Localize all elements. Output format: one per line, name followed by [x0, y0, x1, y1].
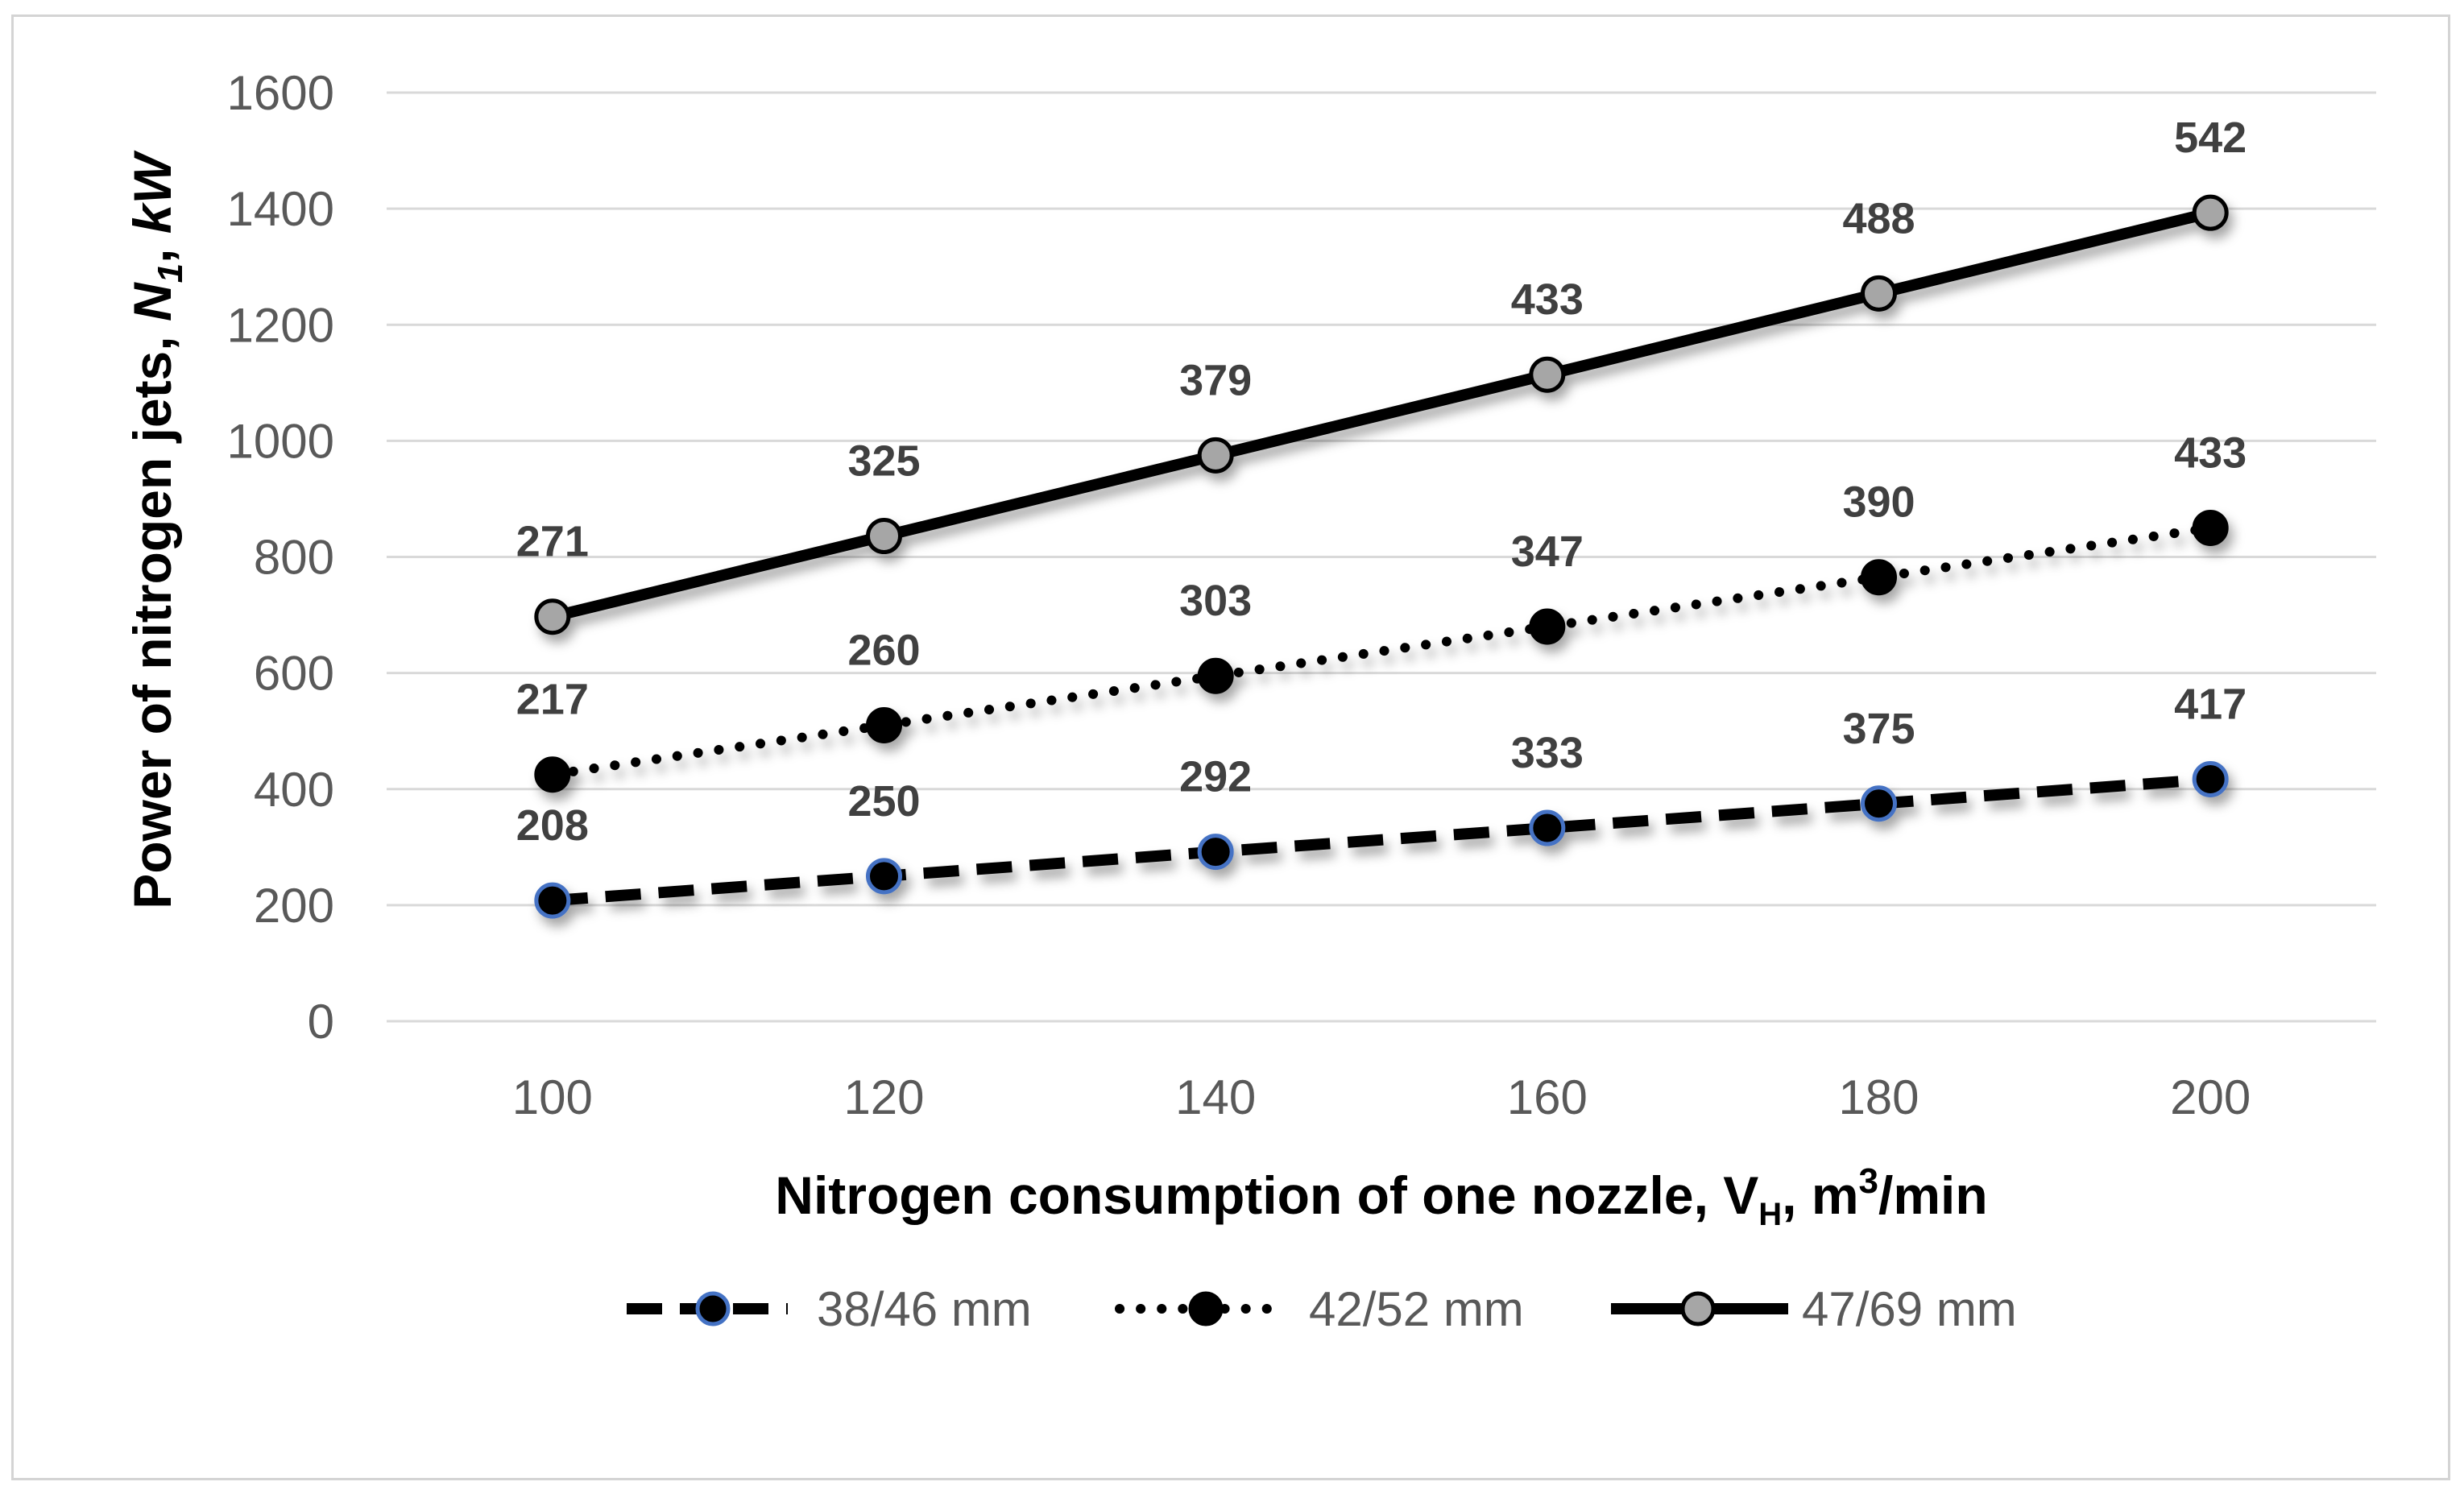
- y-tick-label: 1600: [227, 66, 334, 120]
- data-label: 333: [1511, 729, 1584, 777]
- y-tick-label: 600: [254, 647, 334, 701]
- data-label: 292: [1179, 753, 1252, 801]
- data-label: 417: [2174, 680, 2247, 728]
- data-label: 260: [847, 626, 920, 674]
- series-layer: [534, 194, 2229, 919]
- data-point: [866, 858, 902, 895]
- data-label: 542: [2174, 114, 2247, 162]
- x-axis-title: Nitrogen consumption of one nozzle, VH, …: [775, 1161, 1987, 1232]
- data-label: 379: [1179, 356, 1252, 404]
- data-point: [534, 598, 571, 635]
- data-point: [534, 756, 571, 793]
- y-tick-label: 400: [254, 763, 334, 817]
- data-point: [866, 706, 902, 743]
- data-label: 347: [1511, 528, 1584, 576]
- legend: 38/46 mm 42/52 mm 47/69 mm: [627, 1282, 2017, 1336]
- y-tick-label: 1200: [227, 298, 334, 352]
- series-line-1: [552, 773, 2211, 907]
- data-point: [1197, 437, 1234, 474]
- x-tick-label: 200: [2170, 1070, 2251, 1124]
- x-tick-label: 180: [1838, 1070, 1919, 1124]
- legend-marker-3: [1680, 1291, 1716, 1326]
- y-tick-label: 0: [308, 995, 334, 1049]
- data-point: [1529, 356, 1566, 393]
- data-point: [1861, 785, 1897, 822]
- legend-label-3: 47/69 mm: [1802, 1282, 2017, 1336]
- y-tick-label: 200: [254, 879, 334, 933]
- data-label: 433: [1511, 275, 1584, 324]
- y-tick-labels: 0 200 400 600 800 1000 1200 1400 1600: [227, 66, 334, 1049]
- x-tick-label: 160: [1507, 1070, 1588, 1124]
- data-label: 325: [847, 437, 920, 486]
- series-1: [534, 760, 2229, 919]
- gridlines: [387, 91, 2376, 1023]
- data-label: 488: [1842, 194, 1915, 242]
- series-line-2: [547, 523, 2216, 780]
- x-tick-label: 100: [512, 1070, 593, 1124]
- data-label: 433: [2174, 428, 2247, 477]
- data-point: [1529, 809, 1566, 846]
- series-line-3: [551, 207, 2212, 623]
- series-2: [534, 509, 2229, 793]
- data-label: 208: [516, 801, 589, 850]
- data-point: [1197, 657, 1234, 694]
- y-axis-title: Power of nitrogen jets, N1, kW: [122, 150, 190, 908]
- y-tick-label: 1400: [227, 182, 334, 236]
- x-tick-labels: 100 120 140 160 180 200: [512, 1070, 2251, 1124]
- x-tick-label: 120: [843, 1070, 924, 1124]
- data-label: 271: [516, 518, 589, 566]
- data-label: 250: [847, 777, 920, 826]
- data-point: [1861, 275, 1897, 312]
- y-tick-label: 1000: [227, 414, 334, 468]
- data-label: 390: [1842, 478, 1915, 527]
- data-point: [2192, 760, 2229, 797]
- data-point: [1197, 834, 1234, 871]
- legend-label-2: 42/52 mm: [1309, 1282, 1524, 1336]
- data-labels: 208 250 292 333 375 417 217 260 303 347 390 433 271 3…: [516, 114, 2247, 850]
- data-point: [866, 518, 902, 555]
- data-label: 217: [516, 676, 589, 724]
- x-tick-label: 140: [1175, 1070, 1256, 1124]
- data-point: [1529, 608, 1566, 645]
- legend-item-2: 42/52 mm: [1115, 1282, 1524, 1336]
- data-point: [2192, 509, 2229, 546]
- data-point: [1861, 559, 1897, 596]
- data-label: 303: [1179, 577, 1252, 625]
- legend-label-1: 38/46 mm: [817, 1282, 1032, 1336]
- y-tick-label: 800: [254, 531, 334, 585]
- data-label: 375: [1842, 705, 1915, 753]
- data-point: [534, 882, 571, 919]
- legend-item-1: 38/46 mm: [627, 1282, 1032, 1336]
- legend-item-3: 47/69 mm: [1611, 1282, 2017, 1336]
- legend-marker-1: [695, 1291, 731, 1326]
- series-3: [534, 194, 2229, 635]
- data-point: [2192, 194, 2229, 231]
- legend-marker-2: [1188, 1291, 1224, 1326]
